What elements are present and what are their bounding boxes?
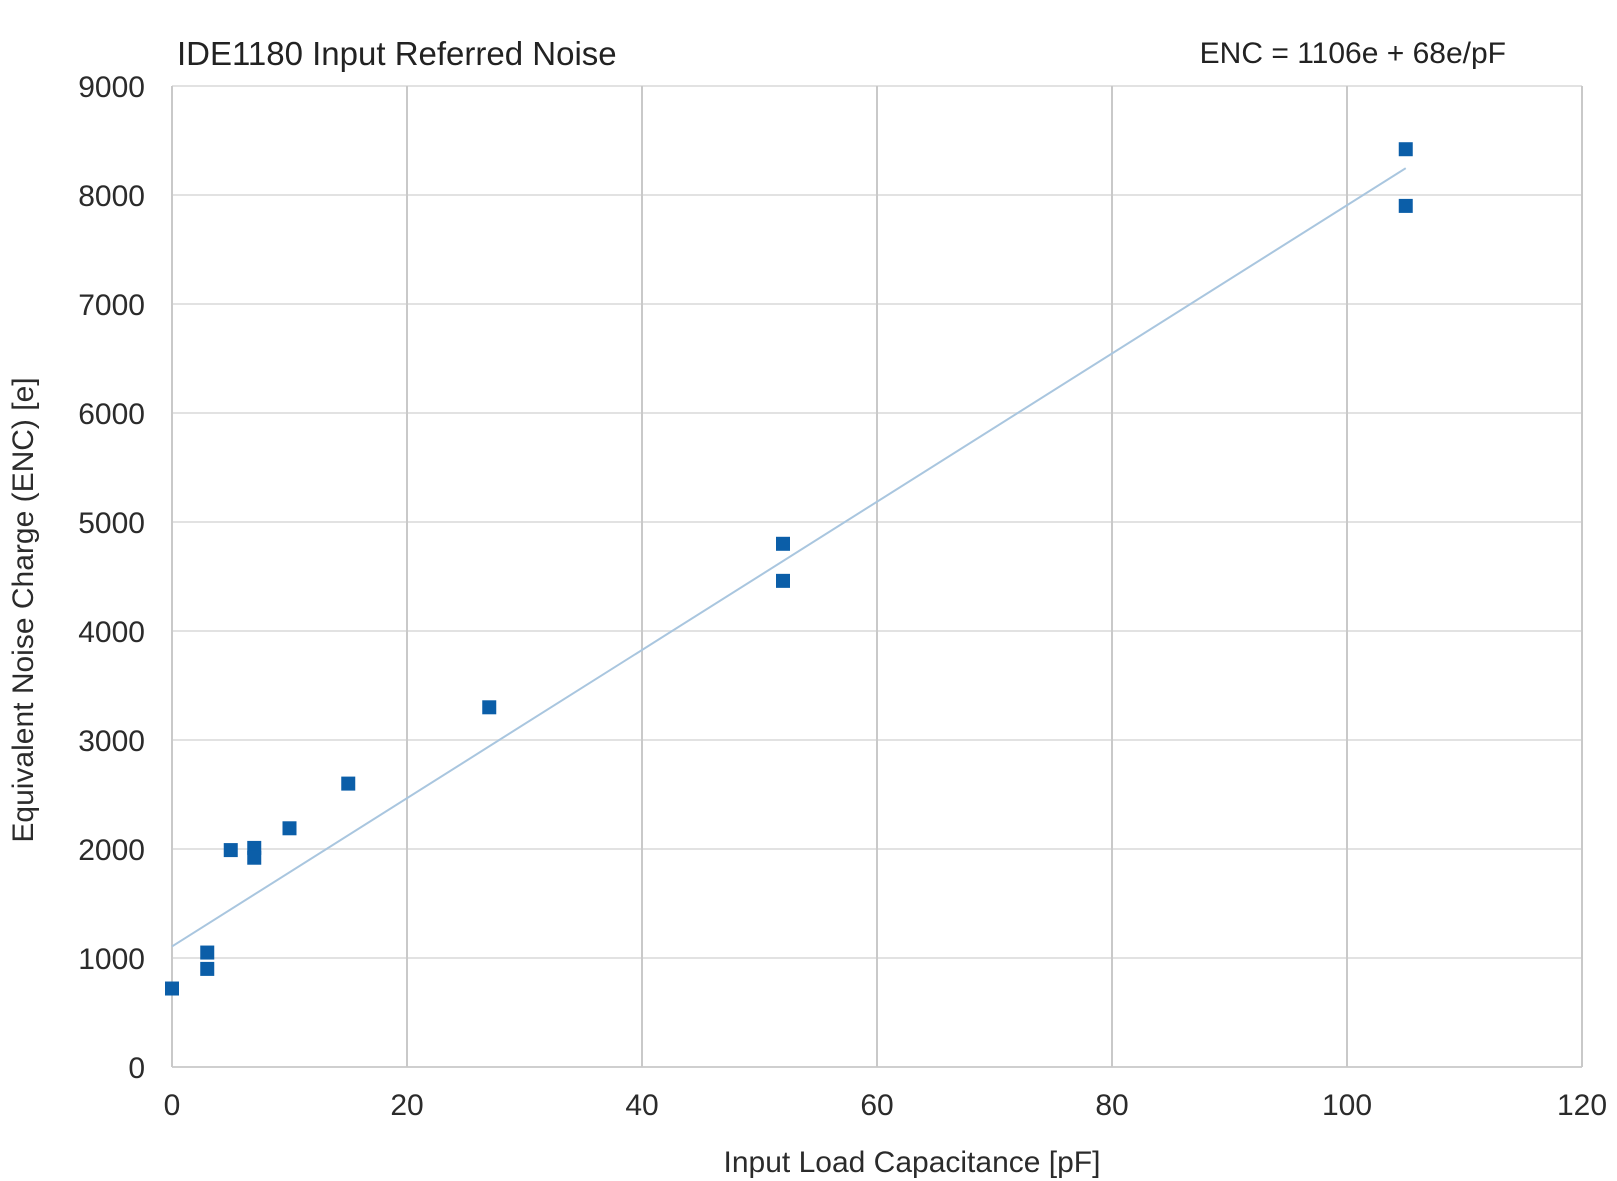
x-tick-label: 60 [860,1089,893,1122]
y-tick-label: 0 [128,1052,145,1085]
data-point [776,536,790,551]
data-point [776,573,790,588]
y-tick-label: 8000 [78,180,145,213]
y-tick-labels: 0 1000 2000 3000 4000 5000 6000 7000 8000 9000 [78,71,145,1085]
y-tick-label: 2000 [78,834,145,867]
y-tick-label: 9000 [78,71,145,104]
data-point [223,843,238,858]
trendline [171,167,1407,948]
y-axis-label: Equivalent Noise Charge (ENC) [e] [7,377,40,842]
x-tick-label: 0 [164,1089,181,1122]
y-tick-label: 4000 [78,616,145,649]
trendline-layer [171,167,1407,948]
grid-lines [171,85,1583,1068]
data-point [247,850,262,865]
data-point [1398,142,1413,157]
x-tick-label: 120 [1557,1089,1607,1122]
x-tick-label: 100 [1322,1089,1372,1122]
y-tick-label: 1000 [78,943,145,976]
x-axis-label: Input Load Capacitance [pF] [724,1146,1101,1179]
y-tick-label: 6000 [78,398,145,431]
data-point [282,821,297,836]
data-point [1398,198,1413,213]
y-tick-label: 3000 [78,725,145,758]
data-points [165,142,1413,996]
x-tick-label: 80 [1095,1089,1128,1122]
data-point [482,700,497,715]
data-point [200,945,215,960]
x-tick-labels: 0 20 40 60 80 100 120 [164,1089,1607,1122]
chart-title: IDE1180 Input Referred Noise [177,35,617,72]
data-point [341,776,356,791]
x-tick-label: 40 [625,1089,658,1122]
data-point [200,961,215,976]
x-tick-label: 20 [390,1089,423,1122]
y-tick-label: 7000 [78,289,145,322]
data-point [165,981,179,996]
y-tick-label: 5000 [78,507,145,540]
trendline-equation: ENC = 1106e + 68e/pF [1200,37,1506,70]
